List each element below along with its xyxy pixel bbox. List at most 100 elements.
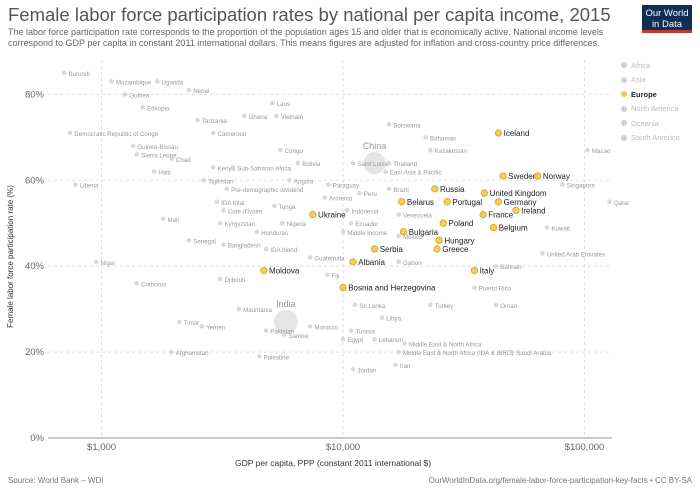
point-label: Kazakhstan [435, 148, 468, 155]
data-point [607, 199, 612, 205]
data-point [479, 211, 487, 219]
data-point [177, 319, 182, 325]
data-point [386, 186, 392, 192]
legend-item-oceania[interactable]: Oceania [621, 116, 680, 131]
data-point [339, 284, 347, 292]
data-point [489, 223, 498, 232]
point-label: Macao [592, 148, 611, 155]
data-point [494, 129, 502, 137]
point-label: Ecuador [355, 221, 378, 228]
source-note: Source: World Bank – WDI [8, 476, 104, 485]
point-label: Saint Lucia [357, 161, 388, 168]
data-point [439, 219, 447, 227]
data-point [540, 250, 545, 256]
point-label: Pre-demographic dividend [231, 187, 304, 194]
point-label: Samoa [288, 333, 308, 340]
point-label: Uganda [162, 79, 184, 86]
data-point [217, 276, 223, 282]
point-label: Nigeria [287, 221, 307, 228]
data-point [344, 208, 350, 213]
data-point [122, 92, 128, 97]
legend-item-africa[interactable]: Africa [621, 58, 680, 73]
point-label: Sri Lanka [359, 303, 386, 310]
point-label: Congo [285, 148, 304, 155]
legend-swatch [621, 91, 627, 98]
data-point [210, 165, 216, 170]
point-label: Ethiopia [147, 105, 170, 112]
data-point [470, 266, 478, 275]
data-point [423, 135, 429, 140]
data-point [324, 272, 330, 278]
point-label: Sierra Leone [141, 153, 177, 160]
data-point [428, 302, 433, 308]
point-label: Mali [168, 217, 179, 224]
data-point [326, 182, 331, 187]
data-point [93, 259, 99, 265]
data-point [230, 165, 236, 170]
point-label: Comoros [141, 281, 166, 288]
point-label: Norway [543, 172, 570, 181]
legend-label: Europe [631, 89, 657, 99]
data-point [386, 122, 392, 127]
y-tick-label: 40% [25, 261, 45, 272]
data-point [195, 117, 200, 123]
data-point [350, 366, 356, 372]
point-label: Middle income [347, 230, 387, 237]
point-label: Laos [277, 101, 290, 108]
source-link[interactable]: OurWorldInData.org/female-labor-force-pa… [428, 476, 692, 485]
data-point [260, 266, 268, 275]
point-label: Qatar [614, 200, 629, 207]
point-label: Tanzania [202, 118, 227, 125]
y-tick-label: 20% [25, 347, 45, 358]
legend-item-asia[interactable]: Asia [621, 73, 680, 88]
point-label: Cote d'Ivoire [228, 208, 263, 215]
point-label: Afghanistan [176, 350, 209, 357]
data-point [130, 143, 136, 149]
legend-label: Africa [631, 60, 651, 70]
data-point [494, 198, 502, 206]
x-tick-label: $100,000 [565, 442, 605, 453]
point-label: Morocco [314, 324, 338, 331]
legend-swatch [621, 134, 627, 141]
point-label: Kenya [218, 165, 236, 172]
data-point [383, 169, 388, 174]
point-label: Democratic Republic of Congo [74, 131, 158, 138]
point-label: Bulgaria [409, 228, 439, 237]
data-point [560, 182, 565, 187]
data-point [472, 285, 477, 290]
point-label: Bolivia [302, 161, 321, 168]
data-point [428, 147, 433, 153]
legend-item-south-america[interactable]: South America [621, 131, 680, 146]
data-point [256, 354, 262, 359]
point-label: Puerto Rico [479, 286, 512, 293]
data-point [396, 349, 401, 355]
chart-subtitle: The labor force participation rate corre… [8, 27, 604, 48]
legend-swatch [621, 62, 627, 69]
logo-line-1: Our World [645, 8, 689, 19]
legend-item-north-america[interactable]: North America [621, 102, 680, 117]
point-label: Botswana [393, 122, 421, 129]
data-point [435, 236, 443, 245]
point-label: Portugal [452, 198, 482, 207]
point-label: Belarus [407, 198, 434, 207]
point-label: Bahrain [500, 264, 522, 271]
point-label: Tunisia [355, 329, 375, 336]
data-point [295, 160, 301, 166]
data-point [272, 203, 277, 209]
chart-title: Female labor force participation rates b… [8, 4, 611, 25]
point-label: Palestine [264, 354, 290, 361]
point-label: Ghana [249, 114, 268, 121]
legend-swatch [621, 105, 627, 112]
point-label: Guinea [129, 92, 150, 99]
data-point [509, 349, 515, 355]
point-label: Albania [358, 258, 385, 267]
point-label: Tonga [279, 204, 296, 211]
point-label: Ireland [521, 206, 545, 215]
point-label: Oman [500, 303, 517, 310]
point-label: Iran [400, 363, 411, 370]
legend-item-europe[interactable]: Europe [621, 87, 680, 102]
point-label: Venezuela [403, 213, 432, 220]
point-label: Burundi [68, 71, 89, 78]
owid-logo[interactable]: Our World in Data [642, 5, 692, 33]
point-label: Kuwait [551, 226, 570, 233]
